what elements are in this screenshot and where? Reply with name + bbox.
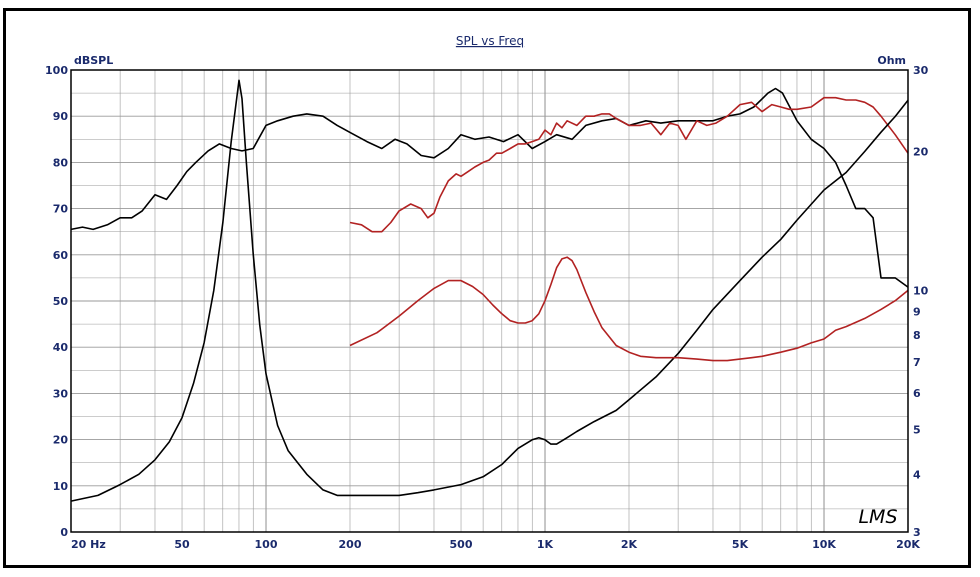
right-tick-label: 6: [913, 387, 921, 400]
left-tick-label: 80: [53, 156, 69, 169]
chart-title: SPL vs Freq: [456, 34, 524, 48]
x-tick-label: 5K: [732, 538, 749, 551]
right-axis-label: Ohm: [877, 54, 906, 67]
x-tick-label: 500: [450, 538, 473, 551]
x-tick-label: 1K: [537, 538, 554, 551]
left-tick-label: 20: [53, 434, 69, 447]
left-tick-label: 50: [53, 295, 69, 308]
left-tick-label: 70: [53, 203, 69, 216]
x-tick-label: 2K: [621, 538, 638, 551]
curves: [70, 79, 909, 502]
x-tick-label: 50: [174, 538, 190, 551]
left-tick-label: 90: [53, 110, 69, 123]
right-tick-label: 10: [913, 284, 929, 297]
right-tick-label: 20: [913, 145, 929, 158]
right-tick-label: 9: [913, 306, 921, 319]
x-tick-label: 20 Hz: [71, 538, 106, 551]
lms-annotation: LMS: [858, 506, 897, 528]
series-line-1: [70, 87, 909, 288]
series-line-2: [349, 96, 909, 233]
x-tick-label: 10K: [812, 538, 836, 551]
left-tick-label: 60: [53, 249, 69, 262]
series-line-3: [70, 79, 909, 502]
right-tick-label: 7: [913, 356, 921, 369]
left-tick-label: 30: [53, 387, 69, 400]
left-tick-label: 40: [53, 341, 69, 354]
left-tick-label: 10: [53, 480, 69, 493]
plot-border: [70, 69, 909, 533]
right-tick-label: 30: [913, 64, 929, 77]
series-line-4: [349, 256, 909, 362]
left-axis-label: dBSPL: [74, 54, 113, 67]
right-tick-label: 3: [913, 526, 921, 539]
right-tick-label: 8: [913, 329, 921, 342]
left-tick-label: 0: [60, 526, 68, 539]
right-tick-label: 5: [913, 424, 921, 437]
x-tick-label: 100: [255, 538, 278, 551]
tick-labels: 20 Hz 50 100 200 500 1K 2K 5K 10K 20K 0 10 20 30 40 50 6…: [45, 64, 929, 551]
left-tick-label: 100: [45, 64, 68, 77]
x-tick-label: 200: [339, 538, 362, 551]
x-tick-label: 20K: [896, 538, 920, 551]
right-tick-label: 4: [913, 468, 921, 481]
